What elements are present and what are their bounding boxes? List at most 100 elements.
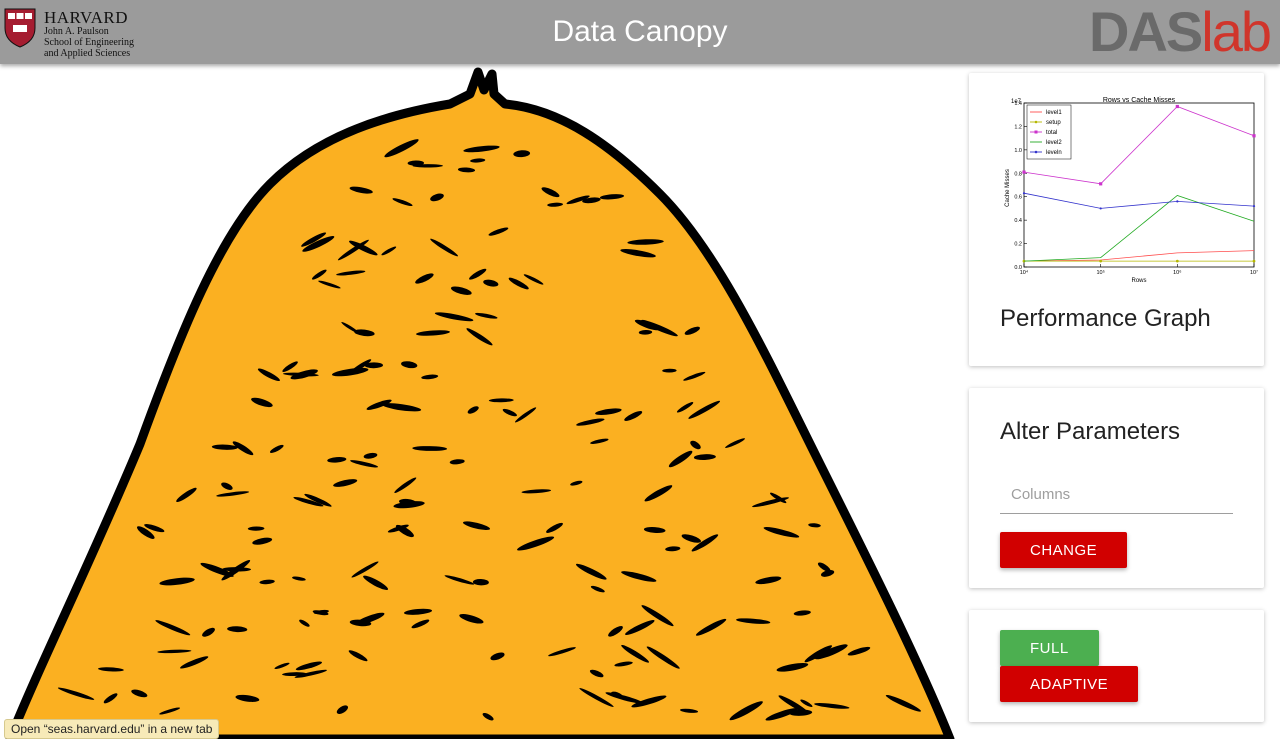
chart-x-tick-label: 10⁵ [1096, 269, 1104, 276]
straw-mark [470, 158, 486, 163]
straw-mark [416, 330, 450, 336]
straw-mark [599, 194, 625, 200]
straw-mark [180, 656, 209, 669]
straw-mark [679, 708, 699, 713]
straw-mark [725, 438, 746, 448]
straw-mark [449, 459, 465, 465]
straw-mark [467, 406, 479, 414]
app-header: HARVARD John A. Paulson School of Engine… [0, 0, 1280, 64]
straw-mark [575, 563, 607, 580]
seas-subtitle: John A. Paulson School of Engineering an… [44, 26, 134, 59]
straw-mark [546, 522, 563, 533]
straw-mark [517, 536, 555, 551]
straw-mark [155, 620, 191, 636]
straw-mark [513, 150, 531, 158]
straw-mark [251, 397, 273, 408]
straw-mark [381, 246, 397, 256]
straw-mark [523, 274, 544, 285]
chart-point-leveln [1099, 207, 1102, 210]
straw-mark [736, 618, 771, 624]
straw-mark [450, 286, 472, 295]
alter-parameters-title: Alter Parameters [1000, 418, 1181, 445]
straw-mark [302, 235, 335, 252]
straw-mark [605, 692, 644, 704]
full-mode-button[interactable]: FULL [1000, 630, 1099, 666]
chart-point-setup [1099, 259, 1103, 263]
straw-mark [490, 652, 505, 661]
straw-mark [681, 534, 701, 543]
straw-mark [508, 277, 529, 290]
straw-mark [304, 493, 332, 507]
straw-mark [808, 523, 821, 528]
straw-mark [472, 578, 489, 586]
straw-mark [462, 521, 491, 530]
straw-mark [290, 369, 318, 380]
straw-mark [216, 491, 250, 497]
straw-mark [270, 444, 284, 453]
chart-legend-label-setup: setup [1046, 120, 1061, 126]
straw-mark [98, 667, 124, 672]
straw-mark [384, 139, 419, 158]
straw-mark [421, 374, 439, 380]
straw-mark [547, 202, 563, 207]
straw-mark [394, 477, 417, 493]
straw-mark [684, 326, 700, 335]
straw-mark [668, 450, 693, 468]
straw-mark [488, 398, 514, 403]
straw-mark [336, 270, 366, 276]
chart-legend-label-leveln: leveln [1046, 150, 1062, 156]
straw-mark [595, 408, 622, 415]
straw-mark [817, 562, 831, 572]
chart-legend-marker-total [1034, 130, 1038, 134]
chart-x-tick-label: 10⁷ [1250, 269, 1258, 276]
chart-series-line-leveln [1023, 192, 1255, 209]
straw-mark [793, 610, 811, 616]
straw-mark [412, 446, 448, 451]
chart-y-tick-label: 0.2 [1014, 242, 1022, 248]
straw-mark [693, 454, 716, 461]
straw-mark [690, 440, 701, 450]
change-button[interactable]: CHANGE [1000, 532, 1128, 568]
straw-mark [579, 688, 614, 707]
straw-mark [614, 661, 633, 667]
straw-mark [621, 644, 650, 663]
straw-mark [392, 198, 413, 207]
straw-mark [159, 707, 181, 715]
straw-mark [444, 575, 475, 585]
straw-mark [232, 441, 254, 456]
straw-mark [348, 650, 368, 662]
straw-mark [136, 526, 155, 539]
straw-mark [695, 618, 727, 636]
straw-mark [646, 646, 680, 669]
straw-mark [311, 269, 327, 280]
chart-point-total [1099, 182, 1103, 186]
straw-mark [804, 645, 833, 663]
chart-y-tick-label: 1.2 [1014, 124, 1022, 130]
straw-mark [521, 489, 552, 494]
straw-mark [227, 626, 248, 633]
straw-mark [57, 687, 95, 700]
straw-mark [235, 694, 260, 702]
performance-chart[interactable]: Rows vs Cache Misses 1e7 Rows Cache Miss… [999, 93, 1269, 293]
columns-input[interactable] [1000, 476, 1233, 514]
straw-mark [466, 328, 493, 346]
straw-mark [434, 312, 474, 322]
straw-mark [144, 524, 165, 533]
chart-x-tick-label: 10⁴ [1020, 269, 1029, 276]
straw-mark [399, 498, 416, 506]
chart-point-leveln [1176, 200, 1179, 203]
chart-legend-marker-setup [1034, 120, 1038, 124]
straw-mark [336, 705, 349, 714]
straw-mark [885, 694, 921, 712]
straw-mark [221, 560, 251, 581]
straw-mark [625, 620, 655, 635]
straw-mark [415, 273, 434, 284]
adaptive-mode-button[interactable]: ADAPTIVE [1000, 666, 1139, 702]
straw-mark [641, 605, 674, 627]
chart-y-tick-label: 1.4 [1014, 101, 1022, 107]
straw-mark [200, 562, 234, 577]
chart-series-line-level1 [1023, 250, 1255, 262]
harvard-seas-logo-link[interactable]: HARVARD John A. Paulson School of Engine… [4, 6, 134, 59]
straw-mark [621, 571, 657, 582]
chart-y-tick-label: 0.4 [1014, 218, 1022, 224]
